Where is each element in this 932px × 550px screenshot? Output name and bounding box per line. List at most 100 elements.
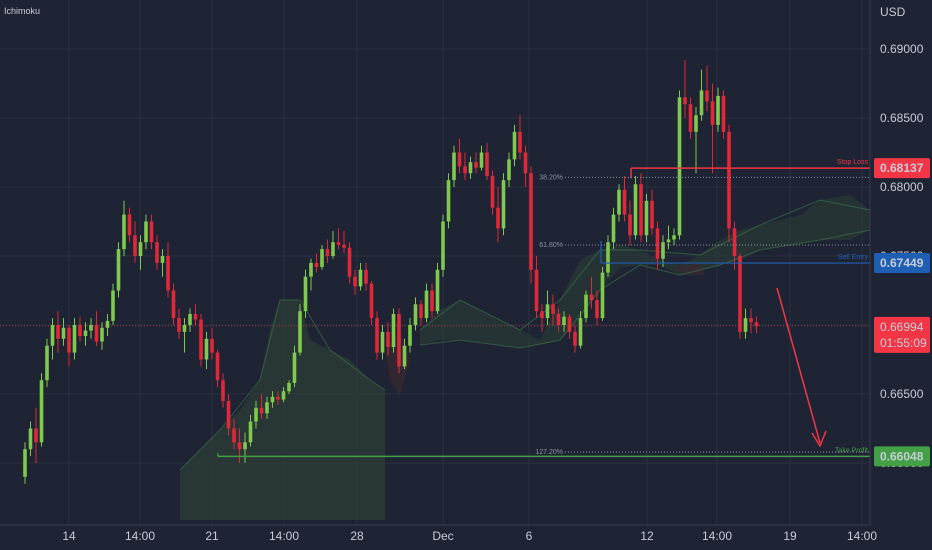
candle (474, 152, 478, 174)
candle-body (193, 313, 198, 320)
candle-body (732, 228, 737, 256)
candle-body (666, 239, 671, 243)
candle-body (353, 276, 357, 287)
candles (23, 60, 759, 484)
candle-body (694, 115, 698, 132)
candle (732, 221, 737, 270)
candle (408, 318, 412, 353)
candle-body (232, 428, 236, 443)
candle (259, 394, 264, 419)
candle (551, 294, 555, 325)
candle-body (380, 331, 385, 353)
candle (518, 115, 522, 160)
candle (606, 235, 610, 277)
candle-body (391, 313, 396, 348)
candle (672, 228, 676, 245)
y-tick-label: 0.66500 (880, 387, 924, 401)
candle (754, 316, 759, 334)
candle-body (72, 325, 77, 353)
candle (254, 400, 258, 429)
candle-body (419, 304, 423, 319)
stop-loss-tag-bg (874, 158, 930, 179)
stop-loss-price-tag: 0.68137 (874, 158, 930, 179)
candle (694, 106, 698, 174)
candle (617, 184, 621, 222)
candle-body (490, 175, 495, 208)
candle-body (485, 152, 489, 176)
candle-body (138, 242, 143, 256)
fibonacci-levels: 38.20% 61.80% 127.20% (535, 174, 870, 456)
candle-body (452, 152, 456, 181)
candle-body (716, 95, 720, 125)
candle (281, 387, 286, 403)
candle (232, 418, 236, 450)
x-axis-panel[interactable] (0, 525, 932, 550)
candle-body (50, 325, 55, 346)
candle-body (661, 242, 665, 259)
candle-body (265, 402, 269, 414)
candle (364, 262, 368, 291)
candle-body (545, 304, 550, 319)
candle (116, 242, 121, 298)
candle (556, 308, 561, 332)
candle (661, 235, 665, 268)
candle-body (259, 407, 264, 414)
candle (457, 138, 462, 174)
candle (600, 267, 605, 321)
candle (144, 214, 148, 250)
candle-body (309, 262, 313, 277)
candle (523, 145, 528, 187)
fib-label: 61.80% (539, 242, 563, 249)
candle-body (534, 269, 539, 312)
candle-body (435, 269, 440, 312)
candle (540, 304, 544, 332)
candle (435, 262, 440, 314)
x-tick-label: 14:00 (702, 529, 732, 543)
candle (320, 244, 324, 270)
candle-body (171, 290, 176, 319)
candle (424, 283, 429, 323)
last-price-tag-bg (874, 316, 930, 353)
candle-body (342, 244, 346, 248)
candle (342, 231, 346, 254)
candle-body (105, 320, 110, 328)
stop-loss-label: Stop Loss (837, 159, 869, 166)
candle-body (94, 325, 99, 342)
projection-arrow (776, 287, 827, 448)
candle-body (160, 256, 165, 263)
candle (358, 262, 363, 291)
candle (749, 308, 753, 334)
candle (166, 242, 170, 298)
candle-body (122, 214, 126, 250)
candle-body (67, 327, 71, 353)
sell-entry-price-tag: 0.67449 (874, 253, 930, 274)
candle (419, 300, 423, 325)
candle-body (127, 214, 132, 236)
candle (23, 442, 27, 484)
candle-body (677, 97, 682, 236)
candle (50, 318, 55, 360)
candle-body (221, 380, 225, 401)
candle (331, 231, 335, 259)
candle (292, 345, 297, 388)
candle-body (177, 318, 181, 332)
candle-body (215, 352, 220, 381)
candle-body (639, 184, 643, 236)
candle (72, 318, 77, 360)
candle-body (633, 184, 638, 236)
candle (83, 322, 88, 346)
candle-body (347, 247, 352, 277)
x-tick-label: Dec (432, 529, 453, 543)
candle-body (45, 345, 49, 381)
candle-body (655, 228, 660, 259)
candle-body (738, 256, 742, 332)
candle (622, 175, 627, 222)
x-axis: 14 14:00 21 14:00 28 Dec 6 12 14:00 19 14:00 (62, 529, 877, 543)
last-price-text: 0.66994 (880, 320, 924, 334)
candle-body (237, 442, 242, 450)
candle (100, 322, 104, 350)
candle (677, 90, 682, 240)
candle-body (496, 207, 500, 229)
